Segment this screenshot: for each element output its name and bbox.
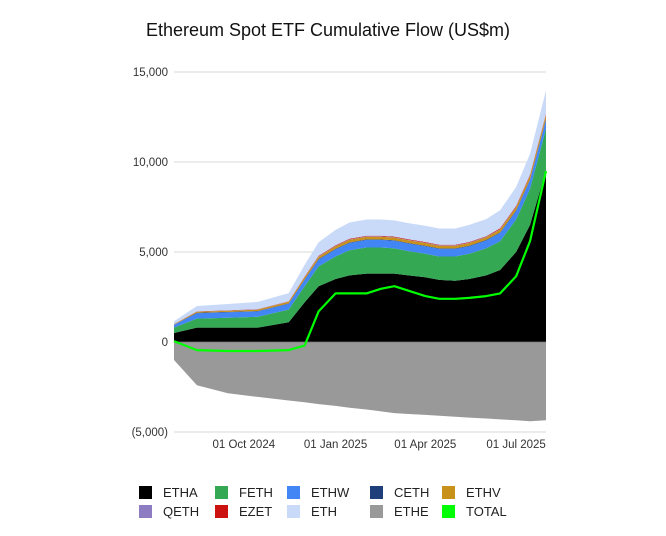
legend-label: ETHE [394,504,429,519]
legend-label: TOTAL [466,504,507,519]
y-tick-label: 0 [162,337,168,349]
legend-item-ethv: ETHV [442,485,501,500]
legend-item-ethw: ETHW [287,485,350,500]
legend-label: ETHW [311,485,350,500]
x-tick-label: 01 Jul 2025 [486,439,545,451]
legend-swatch [370,486,383,499]
legend-label: ETHV [466,485,501,500]
y-tick-label: 5,000 [139,247,168,259]
legend-label: EZET [239,504,272,519]
legend-label: FETH [239,485,273,500]
x-tick-label: 01 Oct 2024 [212,439,275,451]
legend-item-qeth: QETH [139,504,199,519]
legend-item-eth: ETH [287,504,337,519]
legend-swatch [442,505,455,518]
legend-swatch [287,505,300,518]
legend-swatch [287,486,300,499]
legend-item-ezet: EZET [215,504,272,519]
x-tick-label: 01 Apr 2025 [394,439,456,451]
y-tick-label: 15,000 [133,67,168,79]
legend: ETHA FETH ETHW CETH ETHV QETH EZET ETH ETHE TOTAL [139,485,507,519]
legend-swatch [139,505,152,518]
legend-item-total: TOTAL [442,504,507,519]
series-ethe-area [174,342,546,422]
legend-swatch [370,505,383,518]
legend-label: ETHA [163,485,198,500]
legend-swatch [215,486,228,499]
y-tick-label: (5,000) [132,427,169,439]
legend-label: CETH [394,485,429,500]
legend-swatch [139,486,152,499]
series-total-line [173,170,548,353]
legend-item-etha: ETHA [139,485,198,500]
x-tick-label: 01 Jan 2025 [304,439,367,451]
legend-item-ceth: CETH [370,485,429,500]
legend-swatch [215,505,228,518]
legend-item-feth: FETH [215,485,273,500]
chart-title: Ethereum Spot ETF Cumulative Flow (US$m) [146,20,510,40]
series-layer [173,90,548,422]
legend-item-ethe: ETHE [370,504,429,519]
y-tick-label: 10,000 [133,157,168,169]
axis-layer: 15,000 10,000 5,000 0 (5,000) 01 Oct 2024 01 J… [132,67,546,451]
legend-label: ETH [311,504,337,519]
legend-label: QETH [163,504,199,519]
legend-swatch [442,486,455,499]
